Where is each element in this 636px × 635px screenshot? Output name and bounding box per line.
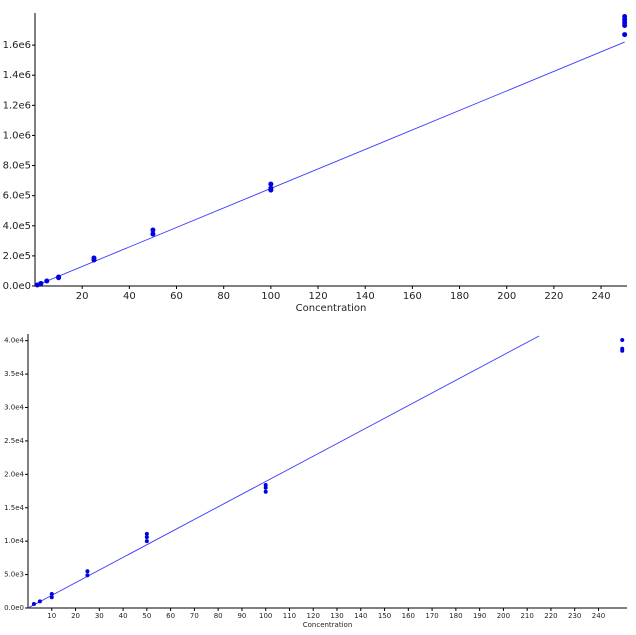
x-tick-label: 160 xyxy=(402,612,415,620)
y-tick-label: 2.0e5 xyxy=(3,251,31,262)
y-tick-label: 0.0e0 xyxy=(3,281,31,292)
data-point xyxy=(44,278,50,284)
data-point xyxy=(144,531,149,536)
x-tick-label: 100 xyxy=(261,291,280,302)
y-tick-label: 1.0e6 xyxy=(3,130,31,141)
y-tick-label: 3.5e4 xyxy=(4,370,24,378)
x-tick-label: 200 xyxy=(497,612,510,620)
fit-line xyxy=(28,335,540,608)
data-point xyxy=(150,231,156,237)
y-tick-label: 4.0e4 xyxy=(4,337,24,345)
x-tick-label: 220 xyxy=(544,612,557,620)
data-point xyxy=(31,601,36,606)
data-point xyxy=(144,535,149,540)
x-tick-label: 180 xyxy=(450,291,469,302)
data-point xyxy=(37,599,42,604)
x-tick-label: 210 xyxy=(520,612,533,620)
x-tick-label: 10 xyxy=(47,612,56,620)
data-point xyxy=(144,539,149,544)
x-tick-label: 180 xyxy=(449,612,462,620)
data-point xyxy=(49,595,54,600)
data-point xyxy=(620,348,625,353)
data-point xyxy=(620,338,625,343)
data-point xyxy=(49,591,54,596)
x-tick-label: 110 xyxy=(283,612,296,620)
y-tick-label: 3.0e4 xyxy=(4,404,24,412)
y-tick-label: 1.2e6 xyxy=(3,100,31,111)
x-tick-label: 140 xyxy=(356,291,375,302)
data-point xyxy=(38,280,44,286)
x-axis-label: Concentration xyxy=(296,303,367,314)
x-axis-label: Concentration xyxy=(303,621,353,629)
data-point xyxy=(56,275,62,281)
data-point xyxy=(268,187,274,193)
x-tick-label: 20 xyxy=(76,291,89,302)
x-tick-label: 90 xyxy=(237,612,246,620)
x-tick-label: 60 xyxy=(166,612,175,620)
data-point xyxy=(85,573,90,578)
x-tick-label: 150 xyxy=(378,612,391,620)
y-tick-label: 1.0e4 xyxy=(4,537,24,545)
fit-line xyxy=(35,41,625,286)
data-point xyxy=(85,569,90,574)
x-tick-label: 60 xyxy=(170,291,183,302)
data-point xyxy=(622,32,628,38)
x-tick-label: 40 xyxy=(119,612,128,620)
x-tick-label: 50 xyxy=(142,612,151,620)
x-tick-label: 170 xyxy=(425,612,438,620)
x-tick-label: 200 xyxy=(497,291,516,302)
data-point xyxy=(263,485,268,490)
x-tick-label: 220 xyxy=(544,291,563,302)
y-tick-label: 2.0e4 xyxy=(4,470,24,478)
y-tick-label: 4.0e5 xyxy=(3,221,31,232)
y-tick-label: 1.6e6 xyxy=(3,40,31,51)
x-tick-label: 120 xyxy=(307,612,320,620)
x-tick-label: 240 xyxy=(592,291,611,302)
data-point xyxy=(263,489,268,494)
x-tick-label: 40 xyxy=(123,291,136,302)
x-tick-label: 80 xyxy=(217,291,230,302)
x-tick-label: 160 xyxy=(403,291,422,302)
x-tick-label: 140 xyxy=(354,612,367,620)
y-tick-label: 8.0e5 xyxy=(3,161,31,172)
data-point xyxy=(622,23,628,29)
x-tick-label: 70 xyxy=(190,612,199,620)
y-tick-label: 2.5e4 xyxy=(4,437,24,445)
x-tick-label: 230 xyxy=(568,612,581,620)
y-tick-label: 6.0e5 xyxy=(3,191,31,202)
y-tick-label: 0.0e0 xyxy=(4,604,24,612)
x-tick-label: 100 xyxy=(259,612,272,620)
x-tick-label: 120 xyxy=(308,291,327,302)
x-tick-label: 20 xyxy=(71,612,80,620)
x-tick-label: 80 xyxy=(214,612,223,620)
y-tick-label: 1.5e4 xyxy=(4,504,24,512)
x-tick-label: 130 xyxy=(330,612,343,620)
x-tick-label: 190 xyxy=(473,612,486,620)
y-tick-label: 5.0e3 xyxy=(4,571,24,579)
data-point xyxy=(91,257,97,263)
data-point xyxy=(150,227,156,233)
data-point xyxy=(268,181,274,187)
x-tick-label: 240 xyxy=(592,612,605,620)
x-tick-label: 30 xyxy=(95,612,104,620)
y-tick-label: 1.4e6 xyxy=(3,70,31,81)
